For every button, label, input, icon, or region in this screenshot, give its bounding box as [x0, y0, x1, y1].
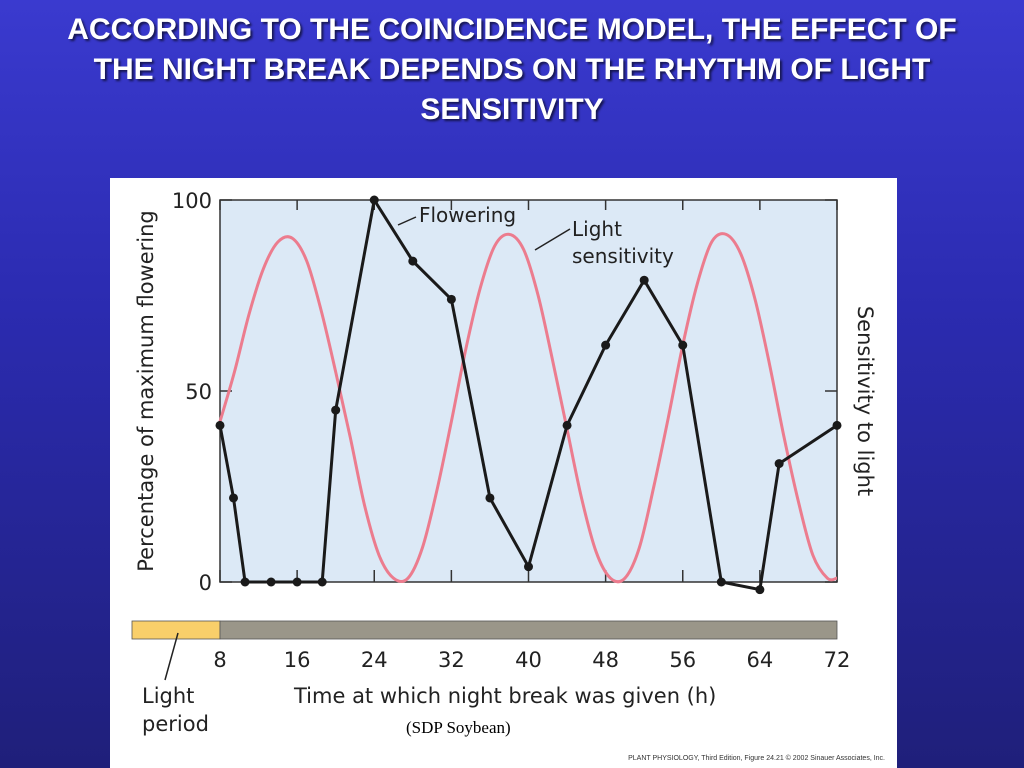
- plot-background: [219, 199, 838, 583]
- light-period-label: Light period: [142, 684, 209, 736]
- x-tick-label: 24: [361, 648, 388, 672]
- x-tick-label: 72: [824, 648, 851, 672]
- x-tick-label: 16: [284, 648, 311, 672]
- y-axis-ticks: 0 50 100: [172, 189, 837, 595]
- flowering-point: [331, 405, 341, 415]
- flowering-point: [524, 562, 533, 572]
- x-tick-label: 40: [515, 648, 542, 672]
- flowering-annotation: Flowering: [419, 203, 516, 227]
- y-tick-label: 100: [172, 189, 212, 213]
- light-sensitivity-line: [218, 232, 838, 584]
- flowering-point: [755, 585, 765, 595]
- light-sensitivity-label-line2: sensitivity: [572, 244, 674, 268]
- slide-title: ACCORDING TO THE COINCIDENCE MODEL, THE …: [67, 13, 957, 126]
- flowering-point: [408, 256, 418, 266]
- light-period-label-line1: Light: [142, 684, 194, 708]
- light-period-label-line2: period: [142, 712, 209, 736]
- flowering-point: [678, 340, 688, 350]
- x-tick-label: 8: [213, 648, 226, 672]
- light-sensitivity-label-line1: Light: [572, 217, 622, 241]
- flowering-point: [215, 420, 225, 430]
- dark-period-bar: [219, 620, 838, 640]
- flowering-point: [240, 577, 250, 587]
- flowering-point: [601, 340, 611, 350]
- y-axis-label: Percentage of maximum flowering: [134, 210, 158, 572]
- light-period-leader-line: [164, 632, 179, 681]
- light-sensitivity-leader-line: [534, 228, 571, 251]
- figure-credit: PLANT PHYSIOLOGY, Third Edition, Figure …: [628, 755, 885, 762]
- light-sensitivity-annotation: Light sensitivity: [572, 217, 674, 268]
- figure-panel: 0 50 100 8 16 24 32 40 48 56 64 72 Percentage of m…: [110, 178, 897, 768]
- flowering-point: [446, 294, 456, 304]
- flowering-point: [369, 195, 379, 205]
- flowering-point: [317, 577, 327, 587]
- flowering-point: [774, 459, 784, 469]
- figure-subcaption: (SDP Soybean): [406, 718, 511, 737]
- flowering-point: [292, 577, 302, 587]
- flowering-point: [716, 577, 726, 587]
- chart: 0 50 100 8 16 24 32 40 48 56 64 72 Percentage of m…: [131, 189, 877, 736]
- y2-axis-label: Sensitivity to light: [853, 306, 877, 496]
- y-tick-label: 0: [199, 571, 212, 595]
- flowering-point: [832, 420, 842, 430]
- light-period-bar: [131, 620, 221, 640]
- period-bar: [131, 620, 838, 640]
- flowering-point: [228, 493, 238, 503]
- x-axis-ticks: 8 16 24 32 40 48 56 64 72: [213, 200, 850, 672]
- flowering-point: [485, 493, 495, 503]
- series-layer: [215, 195, 842, 595]
- flowering-point: [639, 275, 649, 285]
- x-tick-label: 48: [592, 648, 619, 672]
- flowering-point: [266, 577, 276, 587]
- x-tick-label: 64: [747, 648, 774, 672]
- flowering-leader-line: [397, 216, 417, 226]
- x-tick-label: 32: [438, 648, 465, 672]
- x-axis-label: Time at which night break was given (h): [293, 684, 716, 708]
- x-tick-label: 56: [669, 648, 696, 672]
- y-tick-label: 50: [185, 380, 212, 404]
- flowering-point: [562, 420, 572, 430]
